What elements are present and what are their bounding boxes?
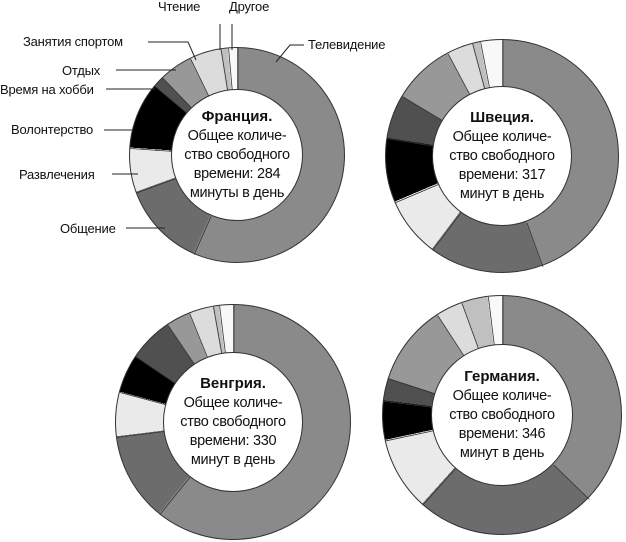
chart-subtitle-line: времени: 284 (193, 166, 281, 182)
label-socializing: Общение (60, 221, 116, 236)
chart-subtitle-line: минут в день (190, 452, 276, 468)
donut-center-label: Франция. Общее количе- ство свободного в… (171, 89, 303, 221)
chart-title: Венгрия. (200, 375, 266, 392)
chart-subtitle-line: Общее количе- (452, 129, 552, 145)
label-rest: Отдых (62, 63, 101, 78)
chart-subtitle-line: Общее количе- (452, 388, 552, 404)
chart-subtitle-line: ство свободного (449, 407, 555, 423)
donut-center-label: Швеция. Общее количе- ство свободного вр… (432, 86, 572, 226)
chart-title: Германия. (464, 368, 540, 385)
chart-subtitle-line: минуты в день (189, 185, 285, 201)
chart-subtitle-line: ство свободного (184, 147, 290, 163)
chart-subtitle-line: времени: 330 (189, 433, 277, 449)
label-hobby: Время на хобби (0, 82, 94, 97)
chart-subtitle-line: Общее количе- (183, 395, 283, 411)
label-tv: Телевидение (308, 37, 386, 52)
chart-title: Франция. (201, 108, 273, 125)
chart-subtitle-line: ство свободного (449, 148, 555, 164)
label-volunteering: Волонтерство (11, 122, 94, 137)
label-entertainment: Развлечения (19, 167, 95, 182)
label-reading: Чтение (158, 0, 201, 14)
chart-subtitle-line: времени: 317 (458, 167, 546, 183)
chart-subtitle-line: времени: 346 (458, 426, 546, 442)
label-other: Другое (229, 0, 270, 14)
donut-center-label: Германия. Общее количе- ство свободного … (431, 344, 573, 486)
chart-subtitle-line: ство свободного (180, 414, 286, 430)
chart-subtitle-line: Общее количе- (187, 128, 287, 144)
label-sport: Занятия спортом (23, 34, 123, 49)
chart-subtitle-line: минут в день (459, 186, 545, 202)
donut-center-label: Венгрия. Общее количе- ство свободного в… (163, 352, 303, 492)
chart-title: Швеция. (470, 109, 534, 126)
chart-subtitle-line: минут в день (459, 445, 545, 461)
